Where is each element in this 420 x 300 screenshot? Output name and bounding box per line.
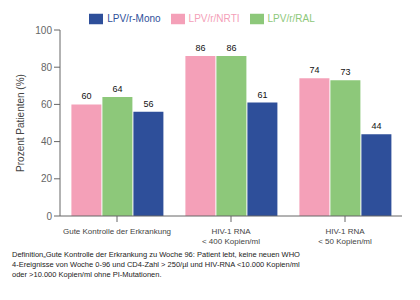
svg-text:Prozent Patienten (%): Prozent Patienten (%) [15,74,26,172]
svg-text:56: 56 [143,99,153,109]
svg-text:20: 20 [41,173,53,184]
svg-text:74: 74 [309,65,319,75]
svg-text:64: 64 [112,84,122,94]
svg-text:100: 100 [35,25,52,36]
svg-text:61: 61 [257,90,267,100]
svg-text:0: 0 [46,211,52,222]
svg-text:HIV-1 RNA< 400 Kopien/ml: HIV-1 RNA< 400 Kopien/ml [202,227,260,246]
svg-text:73: 73 [340,67,350,77]
html-text:LPV/r/NRTI: LPV/r/NRTI [188,12,240,24]
html-text:LPV/r/RAL: LPV/r/RAL [267,12,315,24]
svg-text:86: 86 [226,43,236,53]
svg-text:44: 44 [371,121,381,131]
html-text:Definition„Gute Kontrolle der: Definition„Gute Kontrolle der Erkrankung… [12,250,300,280]
svg-text:80: 80 [41,62,53,73]
svg-text:Gute Kontrolle der Erkrankung: Gute Kontrolle der Erkrankung [63,227,171,236]
svg-text:86: 86 [195,43,205,53]
html-text:LPV/r-Mono: LPV/r-Mono [107,12,161,24]
svg-text:40: 40 [41,136,53,147]
svg-text:60: 60 [81,91,91,101]
svg-text:60: 60 [41,99,53,110]
svg-text:HIV-1 RNA< 50 Kopien/ml: HIV-1 RNA< 50 Kopien/ml [318,227,372,246]
